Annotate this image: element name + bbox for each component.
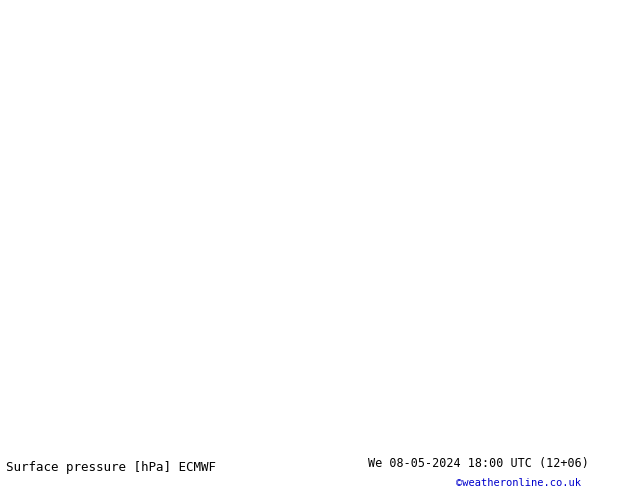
Text: We 08-05-2024 18:00 UTC (12+06): We 08-05-2024 18:00 UTC (12+06) [368,457,588,470]
Text: Surface pressure [hPa] ECMWF: Surface pressure [hPa] ECMWF [6,461,216,474]
Text: ©weatheronline.co.uk: ©weatheronline.co.uk [456,478,581,489]
